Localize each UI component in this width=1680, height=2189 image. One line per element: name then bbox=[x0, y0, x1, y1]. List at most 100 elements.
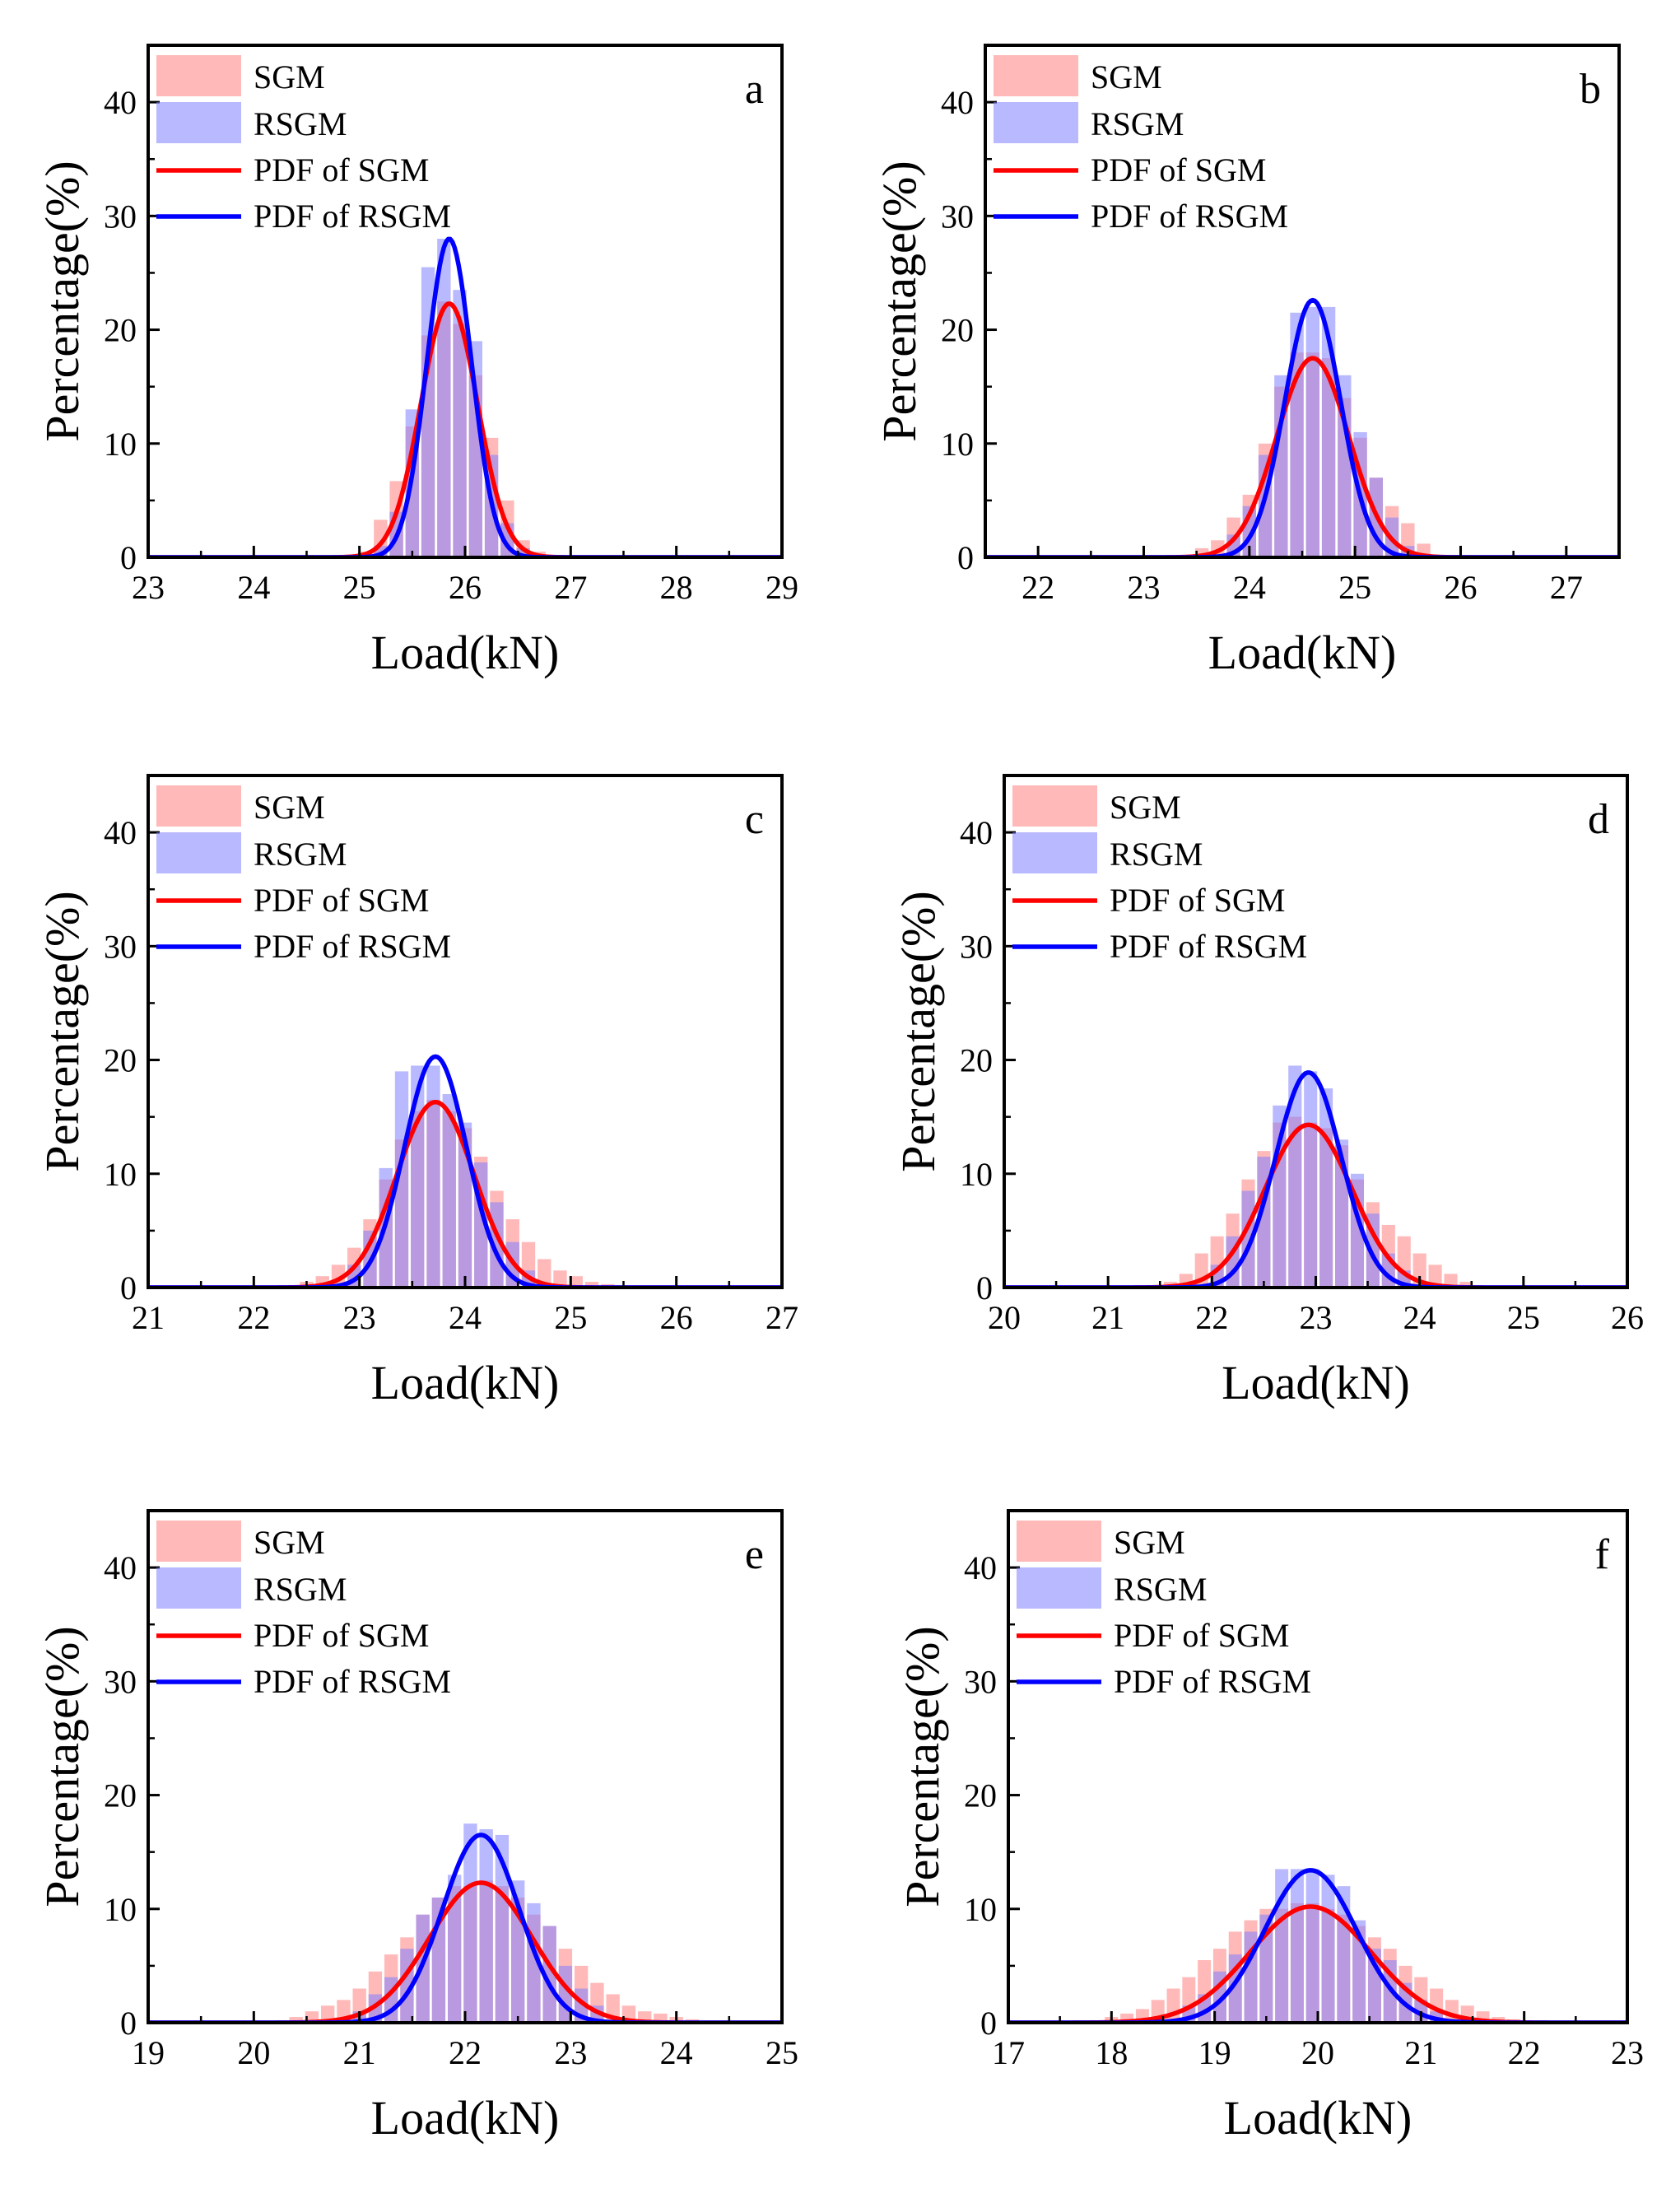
x-axis-label: Load(kN) bbox=[1224, 2091, 1412, 2145]
y-tick-label: 0 bbox=[976, 1269, 993, 1306]
y-axis-label: Percentage(%) bbox=[891, 891, 945, 1171]
sgm-bar bbox=[1459, 1282, 1473, 1288]
rsgm-bar bbox=[1259, 1914, 1273, 2023]
legend-pdf-rsgm-label: PDF of RSGM bbox=[1110, 928, 1307, 965]
legend-sgm-swatch bbox=[1017, 1521, 1101, 1562]
x-tick-label: 29 bbox=[766, 569, 798, 606]
pdf-rsgm-line bbox=[985, 297, 1619, 557]
sgm-bar bbox=[553, 1270, 567, 1288]
rsgm-bar bbox=[468, 341, 483, 557]
plot-area bbox=[148, 1823, 782, 2023]
y-tick-label: 40 bbox=[104, 1549, 137, 1586]
legend-pdf-rsgm-label: PDF of RSGM bbox=[254, 1663, 451, 1700]
y-tick-label: 40 bbox=[964, 1549, 997, 1586]
rsgm-bar bbox=[1321, 1875, 1335, 2023]
x-tick-label: 19 bbox=[1198, 2034, 1231, 2071]
panel-letter: f bbox=[1595, 1531, 1610, 1578]
y-axis-label: Percentage(%) bbox=[35, 1626, 89, 1907]
panel-b: 22 23 24 25 26 27 0 10 20 30 40 Load(kN) Percentage(… bbox=[873, 44, 1621, 679]
y-axis-label: Percentage(%) bbox=[896, 1626, 949, 1907]
y-tick-label: 20 bbox=[104, 312, 137, 349]
legend-sgm-label: SGM bbox=[1110, 789, 1181, 826]
x-tick-label: 21 bbox=[132, 1299, 165, 1336]
rsgm-bar bbox=[442, 1094, 456, 1288]
sgm-bar bbox=[1120, 2013, 1134, 2023]
legend-rsgm-swatch bbox=[1012, 832, 1097, 873]
x-tick-label: 23 bbox=[1128, 569, 1161, 606]
legend-sgm-swatch bbox=[156, 1521, 241, 1562]
rsgm-bar bbox=[516, 547, 530, 557]
rsgm-bar bbox=[426, 1065, 440, 1288]
x-tick-label: 22 bbox=[237, 1299, 270, 1336]
x-tick-label: 25 bbox=[1338, 569, 1371, 606]
legend-sgm-swatch bbox=[994, 55, 1078, 96]
pdf-sgm-line bbox=[1004, 1122, 1627, 1288]
sgm-bar bbox=[1444, 1274, 1458, 1288]
legend-rsgm-swatch bbox=[994, 102, 1078, 143]
pdf-sgm-line bbox=[148, 301, 782, 557]
legend-sgm-swatch bbox=[156, 785, 241, 827]
legend-pdf-sgm-label: PDF of SGM bbox=[254, 882, 429, 919]
sgm-bar bbox=[538, 1259, 551, 1288]
legend: SGM RSGM PDF of SGM PDF of RSGM bbox=[994, 55, 1288, 235]
y-tick-label: 0 bbox=[980, 2005, 997, 2042]
rsgm-bar bbox=[1288, 1065, 1302, 1288]
y-tick-label: 0 bbox=[120, 2005, 137, 2042]
x-tick-label: 23 bbox=[554, 2034, 587, 2071]
y-tick-label: 0 bbox=[120, 539, 137, 576]
sgm-bar bbox=[569, 1276, 583, 1288]
legend-pdf-sgm-label: PDF of SGM bbox=[254, 1617, 429, 1654]
legend-rsgm-label: RSGM bbox=[254, 1571, 347, 1608]
panel-letter: c bbox=[745, 796, 764, 843]
panel-a: 23 24 25 26 27 28 29 0 10 20 30 40 Load(kN) Percentag… bbox=[35, 44, 798, 679]
legend-rsgm-swatch bbox=[1017, 1567, 1101, 1609]
legend-sgm-label: SGM bbox=[254, 789, 325, 826]
legend-rsgm-label: RSGM bbox=[254, 836, 347, 873]
legend-pdf-rsgm-label: PDF of RSGM bbox=[1091, 198, 1288, 235]
x-axis-label: Load(kN) bbox=[1208, 626, 1397, 679]
legend-pdf-rsgm-label: PDF of RSGM bbox=[254, 928, 451, 965]
y-tick-label: 40 bbox=[104, 814, 137, 851]
panel-letter: a bbox=[745, 66, 764, 113]
legend-rsgm-label: RSGM bbox=[254, 105, 347, 142]
x-tick-label: 22 bbox=[1508, 2034, 1541, 2071]
y-tick-label: 10 bbox=[104, 1156, 137, 1193]
x-axis-label: Load(kN) bbox=[371, 2091, 560, 2145]
rsgm-bar bbox=[447, 1875, 462, 2023]
x-tick-label: 25 bbox=[766, 2034, 798, 2071]
sgm-bar bbox=[289, 2017, 303, 2023]
legend-rsgm-label: RSGM bbox=[1110, 836, 1203, 873]
legend: SGM RSGM PDF of SGM PDF of RSGM bbox=[156, 1521, 451, 1700]
rsgm-bar bbox=[1274, 375, 1288, 557]
legend: SGM RSGM PDF of SGM PDF of RSGM bbox=[156, 55, 451, 235]
rsgm-bar bbox=[437, 238, 451, 557]
legend-pdf-rsgm-label: PDF of RSGM bbox=[1114, 1663, 1311, 1700]
legend-pdf-sgm-label: PDF of SGM bbox=[254, 151, 429, 189]
x-axis-label: Load(kN) bbox=[1222, 1356, 1410, 1409]
y-axis-label: Percentage(%) bbox=[35, 161, 89, 441]
rsgm-bar bbox=[394, 1071, 409, 1288]
pdf-rsgm-line bbox=[148, 236, 782, 557]
x-tick-label: 18 bbox=[1095, 2034, 1128, 2071]
y-tick-label: 20 bbox=[104, 1042, 137, 1079]
y-tick-label: 40 bbox=[104, 84, 137, 121]
y-tick-label: 10 bbox=[941, 426, 974, 463]
sgm-bar bbox=[654, 2013, 668, 2023]
x-tick-label: 19 bbox=[132, 2034, 165, 2071]
plot-area bbox=[148, 236, 782, 557]
rsgm-bar bbox=[1305, 1869, 1319, 2023]
y-tick-label: 20 bbox=[941, 312, 974, 349]
legend-sgm-label: SGM bbox=[1091, 58, 1162, 95]
x-tick-label: 24 bbox=[1403, 1299, 1436, 1336]
plot-area bbox=[1004, 1065, 1627, 1288]
legend-pdf-sgm-label: PDF of SGM bbox=[1114, 1617, 1289, 1654]
y-tick-label: 30 bbox=[960, 928, 993, 965]
x-tick-label: 26 bbox=[1445, 569, 1478, 606]
x-tick-label: 25 bbox=[1507, 1299, 1540, 1336]
pdf-sgm-line bbox=[985, 356, 1619, 557]
panel-letter: e bbox=[745, 1531, 764, 1578]
rsgm-bar bbox=[479, 1829, 493, 2023]
x-tick-label: 17 bbox=[992, 2034, 1025, 2071]
plot-area bbox=[1008, 1868, 1627, 2023]
